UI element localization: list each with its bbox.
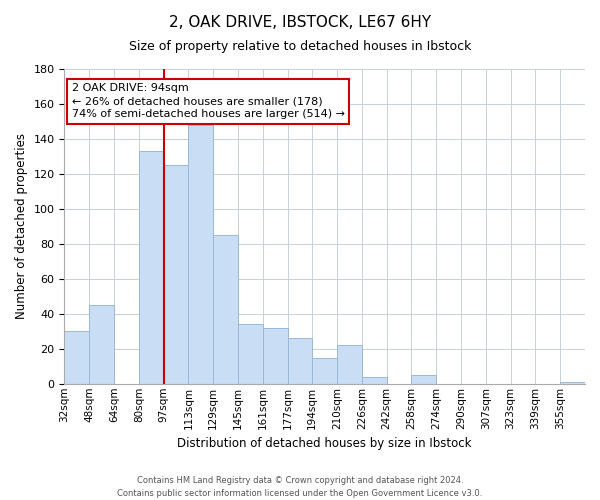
Text: 2 OAK DRIVE: 94sqm
← 26% of detached houses are smaller (178)
74% of semi-detach: 2 OAK DRIVE: 94sqm ← 26% of detached hou…: [72, 83, 345, 120]
Bar: [164, 165, 188, 384]
Bar: [263, 328, 287, 384]
Bar: [139, 151, 164, 384]
Bar: [188, 125, 213, 384]
Bar: [238, 324, 263, 384]
Y-axis label: Number of detached properties: Number of detached properties: [15, 134, 28, 320]
Text: Contains HM Land Registry data © Crown copyright and database right 2024.
Contai: Contains HM Land Registry data © Crown c…: [118, 476, 482, 498]
Text: 2, OAK DRIVE, IBSTOCK, LE67 6HY: 2, OAK DRIVE, IBSTOCK, LE67 6HY: [169, 15, 431, 30]
Bar: [313, 358, 337, 384]
Bar: [64, 332, 89, 384]
X-axis label: Distribution of detached houses by size in Ibstock: Distribution of detached houses by size …: [178, 437, 472, 450]
Bar: [560, 382, 585, 384]
Text: Size of property relative to detached houses in Ibstock: Size of property relative to detached ho…: [129, 40, 471, 53]
Bar: [362, 377, 386, 384]
Bar: [213, 235, 238, 384]
Bar: [412, 375, 436, 384]
Bar: [337, 346, 362, 384]
Bar: [89, 305, 114, 384]
Bar: [287, 338, 313, 384]
